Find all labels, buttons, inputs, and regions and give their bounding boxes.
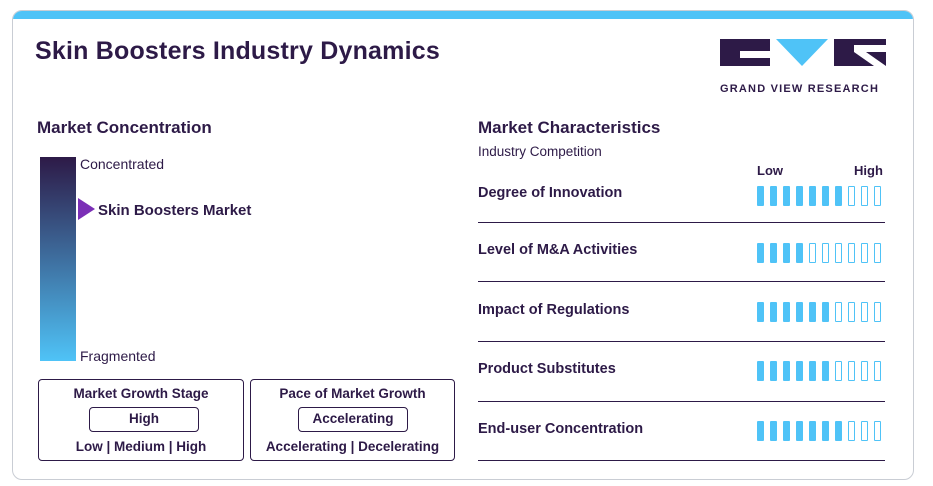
rating-bar-filled bbox=[757, 243, 764, 263]
rating-bar-filled bbox=[757, 302, 764, 322]
rating-bar-filled bbox=[783, 361, 790, 381]
rating-bar-filled bbox=[809, 186, 816, 206]
rating-bar-filled bbox=[757, 186, 764, 206]
rating-bar-filled bbox=[835, 186, 842, 206]
rating-bar-filled bbox=[835, 421, 842, 441]
rating-bar-empty bbox=[874, 243, 881, 263]
rating-bar-filled bbox=[796, 421, 803, 441]
rating-bar-filled bbox=[783, 421, 790, 441]
rating-bar-filled bbox=[809, 302, 816, 322]
scale-high-label: High bbox=[854, 163, 883, 178]
rating-bar-filled bbox=[809, 361, 816, 381]
growth-pace-options: Accelerating | Decelerating bbox=[265, 439, 440, 454]
rating-bar-filled bbox=[757, 421, 764, 441]
rating-bar-empty bbox=[848, 421, 855, 441]
market-marker-label: Skin Boosters Market bbox=[98, 202, 252, 219]
rating-bar-filled bbox=[783, 302, 790, 322]
concentration-gauge bbox=[40, 157, 76, 361]
rating-bar-filled bbox=[822, 421, 829, 441]
rating-bar-filled bbox=[770, 243, 777, 263]
growth-pace-value: Accelerating bbox=[298, 407, 408, 432]
rating-bar-empty bbox=[874, 186, 881, 206]
row-divider bbox=[478, 460, 885, 461]
rating-bar-filled bbox=[822, 302, 829, 322]
rating-bar-empty bbox=[861, 361, 868, 381]
rating-bar-empty bbox=[874, 421, 881, 441]
rating-bar-filled bbox=[757, 361, 764, 381]
rating-bar-filled bbox=[822, 186, 829, 206]
rating-bar-filled bbox=[796, 186, 803, 206]
logo-text: GRAND VIEW RESEARCH bbox=[720, 83, 880, 95]
rating-bar-filled bbox=[822, 361, 829, 381]
rating-bar-filled bbox=[809, 421, 816, 441]
rating-bar-filled bbox=[783, 186, 790, 206]
rating-bar-filled bbox=[796, 361, 803, 381]
rating-bar-filled bbox=[770, 302, 777, 322]
row-divider bbox=[478, 222, 885, 223]
rating-bars bbox=[757, 421, 887, 441]
brand-logo: GRAND VIEW RESEARCH bbox=[720, 39, 886, 99]
rating-bar-empty bbox=[861, 186, 868, 206]
growth-stage-value: High bbox=[89, 407, 199, 432]
triangle-pointer-icon bbox=[78, 198, 95, 220]
logo-mark-icon bbox=[720, 39, 886, 66]
rating-bar-empty bbox=[822, 243, 829, 263]
growth-stage-title: Market Growth Stage bbox=[73, 386, 209, 401]
row-divider bbox=[478, 281, 885, 282]
rating-bar-empty bbox=[874, 302, 881, 322]
row-divider bbox=[478, 341, 885, 342]
rating-bar-empty bbox=[861, 243, 868, 263]
rating-bar-filled bbox=[796, 302, 803, 322]
rating-bar-empty bbox=[874, 361, 881, 381]
rating-bar-empty bbox=[835, 361, 842, 381]
rating-bar-empty bbox=[848, 302, 855, 322]
rating-bar-empty bbox=[848, 361, 855, 381]
rating-bar-filled bbox=[770, 186, 777, 206]
market-characteristics-title: Market Characteristics bbox=[478, 118, 661, 137]
growth-pace-box: Pace of Market Growth Accelerating Accel… bbox=[250, 379, 455, 461]
rating-bar-filled bbox=[770, 421, 777, 441]
rating-bar-empty bbox=[848, 243, 855, 263]
rating-bars bbox=[757, 302, 887, 322]
rating-bar-empty bbox=[848, 186, 855, 206]
fragmented-label: Fragmented bbox=[80, 348, 156, 364]
top-accent-bar bbox=[13, 11, 913, 19]
row-label: Degree of Innovation bbox=[478, 185, 623, 201]
rating-bar-empty bbox=[809, 243, 816, 263]
rating-bar-empty bbox=[861, 302, 868, 322]
growth-stage-box: Market Growth Stage High Low | Medium | … bbox=[38, 379, 244, 461]
rating-bar-filled bbox=[796, 243, 803, 263]
market-concentration-title: Market Concentration bbox=[37, 118, 212, 137]
rating-bar-empty bbox=[835, 302, 842, 322]
growth-stage-options: Low | Medium | High bbox=[75, 439, 207, 454]
growth-pace-title: Pace of Market Growth bbox=[279, 386, 426, 401]
rating-bars bbox=[757, 186, 887, 206]
concentrated-label: Concentrated bbox=[80, 156, 165, 172]
row-label: Product Substitutes bbox=[478, 361, 616, 377]
rating-bar-empty bbox=[835, 243, 842, 263]
scale-low-label: Low bbox=[757, 163, 783, 178]
row-label: End-user Concentration bbox=[478, 421, 644, 437]
row-label: Level of M&A Activities bbox=[478, 242, 638, 258]
industry-competition-subtitle: Industry Competition bbox=[478, 144, 602, 159]
page-title: Skin Boosters Industry Dynamics bbox=[35, 37, 440, 65]
rating-bar-filled bbox=[783, 243, 790, 263]
row-label: Impact of Regulations bbox=[478, 302, 630, 318]
rating-bar-empty bbox=[861, 421, 868, 441]
rating-bars bbox=[757, 243, 887, 263]
dynamics-card: Skin Boosters Industry Dynamics GRAND VI… bbox=[12, 10, 914, 480]
rating-bar-filled bbox=[770, 361, 777, 381]
rating-bars bbox=[757, 361, 887, 381]
row-divider bbox=[478, 401, 885, 402]
